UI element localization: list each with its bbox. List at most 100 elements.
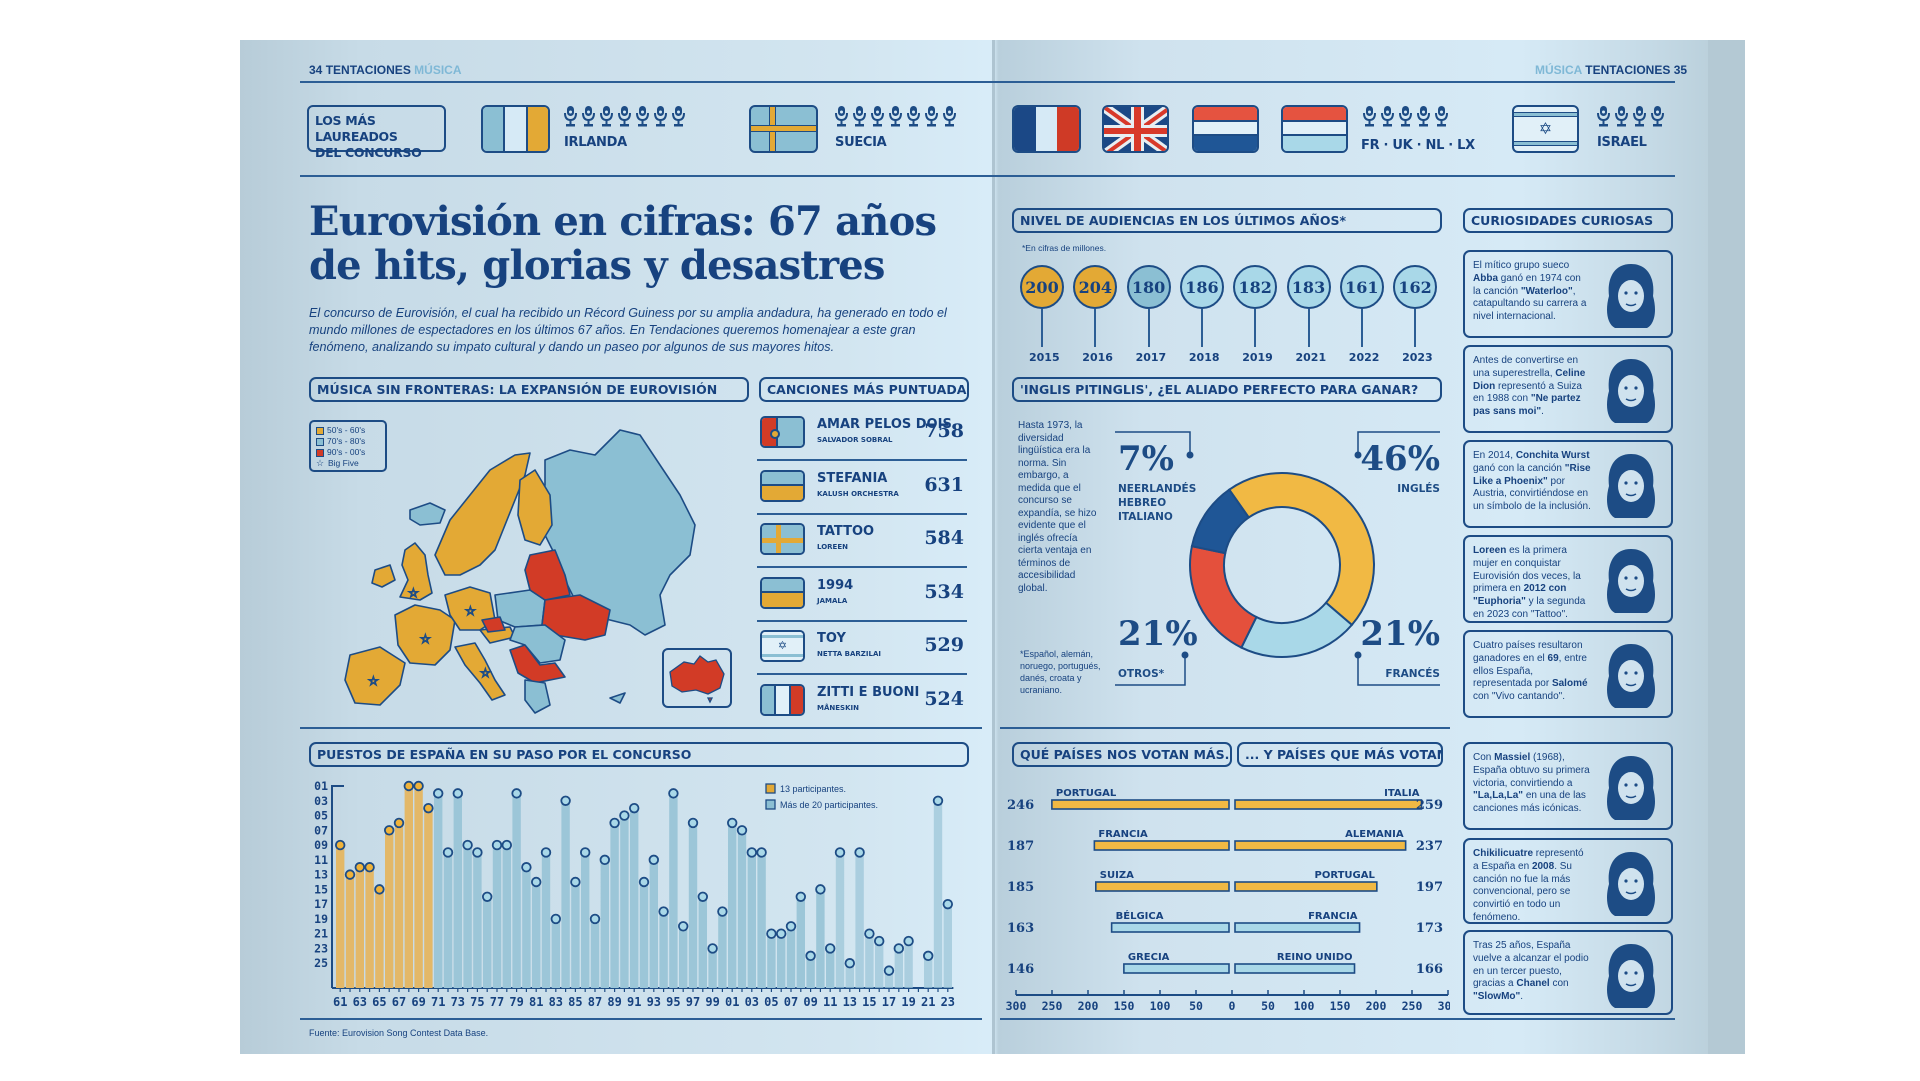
position-dot	[834, 847, 846, 858]
position-dot	[530, 876, 542, 888]
votes-bar-left	[1051, 799, 1230, 810]
chart-source: Fuente: Eurovision Song Contest Data Bas…	[309, 1028, 489, 1038]
x-tick-label: 11	[823, 995, 837, 1009]
votes-country-left: FRANCIA	[1098, 829, 1148, 840]
audience-bubble: 162	[1393, 265, 1438, 309]
page-number-left: 34	[309, 63, 323, 77]
x-tick-label: 91	[627, 995, 641, 1009]
flag-israel: ✡	[1512, 105, 1579, 153]
position-dot	[717, 906, 728, 917]
votes-tick-label: 250	[1402, 999, 1423, 1013]
position-bar	[943, 904, 952, 988]
position-bar	[737, 830, 747, 988]
position-bar	[826, 948, 835, 988]
position-bar	[924, 955, 933, 988]
x-tick-label: 67	[392, 995, 406, 1009]
songs-bottom-rule	[300, 727, 982, 729]
curiosity-card: Tras 25 años, España vuelve a alcanzar e…	[1463, 930, 1673, 1015]
song-row: ✡ TOY NETTA BARZILAI 529	[757, 622, 967, 675]
audience-year: 2021	[1295, 351, 1327, 364]
position-bar	[904, 941, 913, 988]
trophy-mics-ireland	[563, 105, 686, 132]
position-dot	[540, 847, 552, 858]
position-bar	[835, 852, 845, 988]
microphone-trophy-icon	[1614, 105, 1629, 132]
position-bar	[806, 955, 815, 988]
votes-tick-label: 300	[1006, 999, 1027, 1013]
position-dot	[570, 876, 581, 888]
votes-value-left: 185	[1007, 880, 1034, 895]
position-bar	[463, 845, 472, 988]
flag-uk	[1102, 105, 1169, 153]
votes-value-left: 163	[1007, 921, 1034, 936]
song-points: 524	[924, 687, 964, 710]
votes-butterfly-chart: PORTUGAL ITALIA 246 259 FRANCIA ALEMANIA 187 23…	[1006, 788, 1450, 1013]
position-bar	[571, 882, 580, 988]
chart-bottom-rule	[300, 1018, 982, 1020]
audience-bubble: 183	[1286, 265, 1331, 309]
position-bar	[679, 926, 688, 988]
australia-map	[669, 655, 725, 704]
votes-bar-right	[1234, 922, 1361, 933]
x-tick-label: 95	[666, 995, 680, 1009]
position-bar	[855, 852, 864, 988]
audience-bubble: 182	[1233, 265, 1278, 309]
position-bar	[424, 808, 433, 988]
x-tick-label: 81	[529, 995, 543, 1009]
position-dot	[903, 935, 914, 947]
right-running-header: MÚSICA TENTACIONES 35	[1535, 63, 1687, 77]
x-tick-label: 13	[843, 995, 857, 1009]
position-bar	[610, 822, 619, 988]
microphone-trophy-icon	[1650, 105, 1665, 132]
votes-country-right: REINO UNIDO	[1277, 952, 1353, 963]
position-bar	[473, 852, 482, 988]
x-tick-label: 03	[745, 995, 759, 1009]
map-region-finland	[517, 469, 553, 546]
audience-stem	[1307, 309, 1310, 347]
x-tick-label: 17	[882, 995, 896, 1009]
votes-country-right: PORTUGAL	[1314, 870, 1375, 881]
position-dot	[756, 847, 767, 858]
map-region-czechia	[481, 616, 506, 633]
audience-year: 2017	[1135, 351, 1167, 364]
votes-value-right: 237	[1416, 839, 1443, 854]
map-legend-item: 90's - 00's	[316, 447, 380, 458]
song-row: STEFANIA KALUSH ORCHESTRA 631	[757, 462, 967, 515]
votes-bar-right	[1234, 840, 1407, 851]
songs-heading: CANCIONES MÁS PUNTUADAS	[759, 377, 969, 402]
x-tick-label: 15	[862, 995, 876, 1009]
votes-bar-right	[1234, 799, 1423, 810]
position-bar	[639, 882, 649, 988]
audience-year: 2018	[1188, 351, 1220, 364]
abba-portrait	[1607, 264, 1655, 328]
curiosity-text: Tras 25 años, España vuelve a alcanzar e…	[1473, 940, 1589, 1003]
votes-value-right: 166	[1416, 962, 1443, 977]
position-dot	[609, 817, 620, 829]
audience-bubble: 186	[1179, 265, 1224, 309]
position-dot	[383, 825, 395, 836]
microphone-trophy-icon	[1398, 105, 1413, 132]
donut-slice	[1240, 601, 1354, 658]
position-bar	[688, 822, 698, 988]
position-bar	[796, 896, 805, 988]
position-dot	[629, 802, 640, 814]
position-dot	[736, 825, 748, 836]
song-artist: KALUSH ORCHESTRA	[817, 489, 899, 498]
map-region-hungary-romania	[509, 624, 566, 664]
position-bar	[375, 889, 384, 988]
donut-percent: 21%	[1118, 614, 1198, 654]
microphone-trophy-icon	[888, 105, 903, 132]
donut-slice	[1190, 488, 1251, 555]
callout-dot	[1181, 651, 1189, 659]
x-tick-label: 79	[509, 995, 523, 1009]
x-tick-label: 71	[431, 995, 445, 1009]
map-legend-item: ☆ Big Five	[316, 458, 380, 469]
votes-value-right: 197	[1416, 880, 1443, 895]
x-tick-label: 19	[901, 995, 915, 1009]
x-tick-label: 75	[470, 995, 484, 1009]
position-dot	[580, 847, 591, 858]
star-of-david-icon: ✡	[1538, 121, 1553, 138]
position-bar	[561, 800, 570, 988]
position-bar	[355, 867, 364, 988]
position-bar	[443, 852, 453, 988]
